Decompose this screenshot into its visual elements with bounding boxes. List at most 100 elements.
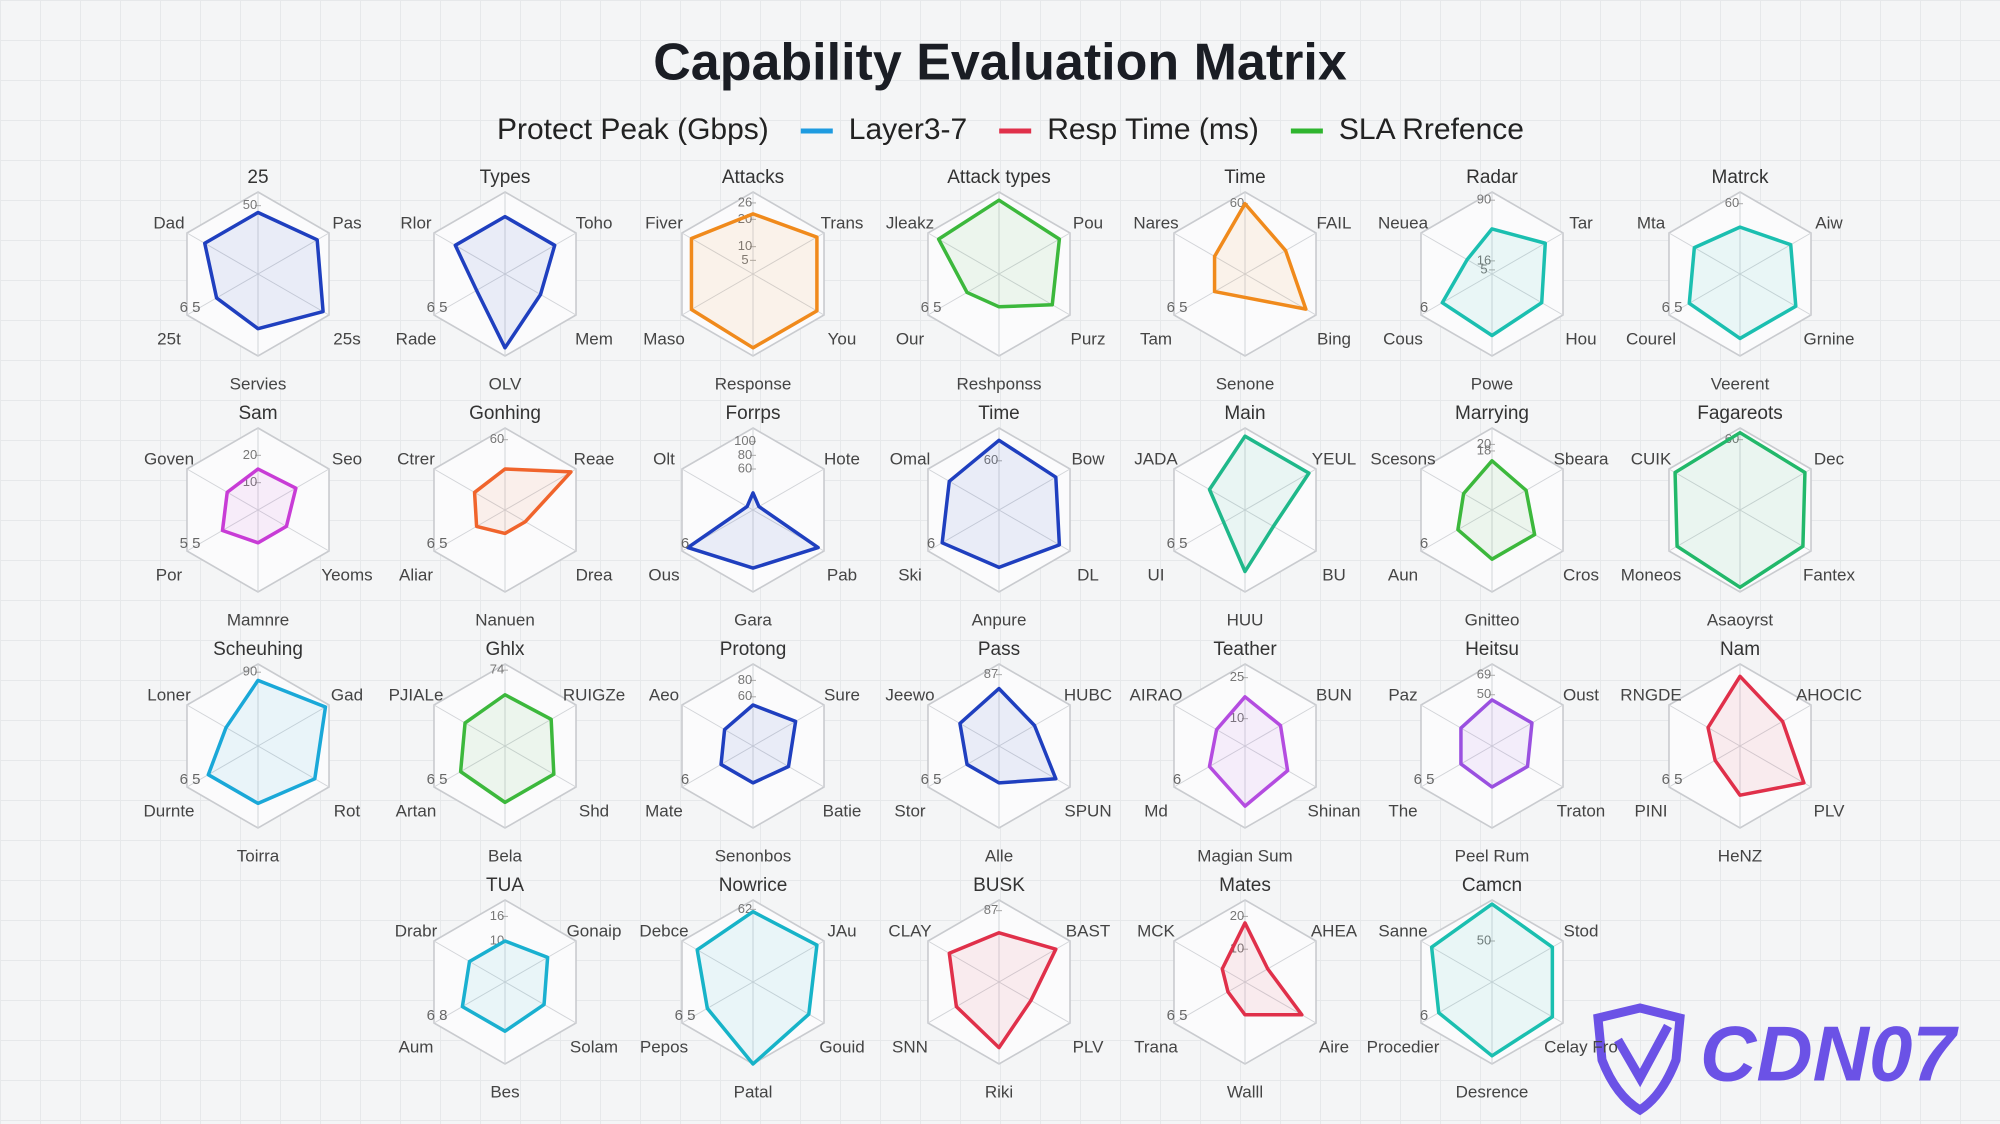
- spoke: [257, 745, 330, 788]
- axis-label: Tar: [1569, 213, 1593, 232]
- spoke: [1739, 273, 1812, 316]
- spoke: [927, 509, 1000, 552]
- axis-label: Pas: [332, 213, 361, 232]
- axis-label-vertical: Veerent: [1711, 374, 1770, 393]
- axis-label: Oust: [1563, 685, 1599, 704]
- spoke: [752, 940, 825, 983]
- legend-label: Protect Peak (Gbps): [497, 113, 769, 146]
- axis-label-vertical: Senonbos: [715, 846, 792, 865]
- scale-note: 6: [1420, 535, 1428, 552]
- axis-label: Mate: [645, 801, 683, 820]
- tick-label: 80: [738, 447, 752, 462]
- scale-note: 6 5: [1167, 1007, 1188, 1024]
- axis-label: Cros: [1563, 565, 1599, 584]
- radar-chart: 87 BUSK BAST PLV Riki SNN CLAY: [888, 875, 1110, 1101]
- radar-area: [947, 931, 1058, 1050]
- spoke: [1739, 745, 1812, 788]
- radar-area: [460, 939, 550, 1033]
- axis-label: Moneos: [1621, 565, 1681, 584]
- axis-label-vertical: Pass: [978, 639, 1020, 660]
- tick-label: 10: [738, 238, 752, 253]
- axis-label: RUIGZe: [563, 685, 625, 704]
- axis-label-vertical: Radar: [1466, 167, 1518, 188]
- radar-chart: 60 Time FAIL Bing Senone Tam Nares 6 5: [1133, 167, 1351, 393]
- spoke: [257, 273, 330, 316]
- radar-area: [1440, 227, 1548, 338]
- axis-label: Sure: [824, 685, 860, 704]
- axis-label: SPUN: [1064, 801, 1111, 820]
- axis-label: Toho: [576, 213, 613, 232]
- axis-label-vertical: Ghlx: [485, 639, 525, 660]
- radar-area: [689, 212, 819, 350]
- axis-label: Pepos: [640, 1037, 688, 1056]
- axis-label: Hou: [1565, 329, 1596, 348]
- spoke: [1173, 704, 1246, 747]
- scale-note: 5 5: [180, 535, 201, 552]
- spoke: [1173, 981, 1246, 1024]
- tick-label: 87: [984, 666, 998, 681]
- axis-label: Aliar: [399, 565, 433, 584]
- spoke: [433, 704, 506, 747]
- scale-note: 6 5: [1662, 771, 1683, 788]
- radar-area: [1456, 459, 1537, 561]
- axis-label: Dad: [153, 213, 184, 232]
- axis-label-vertical: Time: [978, 403, 1020, 424]
- spoke: [927, 273, 1000, 316]
- axis-label: JADA: [1134, 449, 1178, 468]
- tick-label: 80: [738, 672, 752, 687]
- tick-label: 16: [1477, 252, 1491, 267]
- axis-label-vertical: Walll: [1227, 1082, 1263, 1101]
- axis-label: Sbeara: [1554, 449, 1609, 468]
- scale-note: 6 5: [427, 771, 448, 788]
- scale-note: 6: [1420, 299, 1428, 316]
- axis-label: Bow: [1071, 449, 1105, 468]
- scale-note: 6 5: [427, 535, 448, 552]
- spoke: [1173, 273, 1246, 316]
- axis-label: Olt: [653, 449, 675, 468]
- tick-label: 60: [490, 431, 504, 446]
- axis-label: 25t: [157, 329, 181, 348]
- axis-label-vertical: Desrence: [1456, 1082, 1529, 1101]
- spoke: [681, 468, 754, 511]
- spoke: [1244, 232, 1317, 275]
- spoke: [1668, 273, 1741, 316]
- axis-label: Dec: [1814, 449, 1845, 468]
- axis-label-vertical: Gara: [734, 610, 772, 629]
- spoke: [186, 704, 259, 747]
- axis-label: Shd: [579, 801, 609, 820]
- spoke: [433, 509, 506, 552]
- spoke: [433, 981, 506, 1024]
- radar-chart: 62 Nowrice JAu Gouid Patal Pepos Debce 6 5: [639, 875, 864, 1101]
- radar-chart: 50 Camcn Stod Celay Fro Desrence Procedier San…: [1367, 875, 1618, 1101]
- tick-label: 20: [243, 447, 257, 462]
- radar-area: [1212, 201, 1308, 311]
- spoke: [927, 940, 1000, 983]
- axis-label-vertical: Alle: [985, 846, 1013, 865]
- scale-note: 6 5: [1167, 299, 1188, 316]
- radar-chart: 69 50 Heitsu Oust Traton Peel Rum The Paz 6 5: [1388, 639, 1605, 865]
- axis-label: Paz: [1388, 685, 1417, 704]
- radar-chart: 50 25 Pas 25s Servies 25t Dad 6 5: [153, 167, 361, 393]
- axis-label: Yeoms: [321, 565, 372, 584]
- spoke: [186, 745, 259, 788]
- spoke: [504, 745, 577, 788]
- axis-label: Ous: [648, 565, 679, 584]
- axis-label: Cous: [1383, 329, 1423, 348]
- axis-label: Gad: [331, 685, 363, 704]
- spoke: [1420, 273, 1493, 316]
- axis-label: Seo: [332, 449, 362, 468]
- axis-label-vertical: Peel Rum: [1455, 846, 1530, 865]
- axis-label: Pab: [827, 565, 857, 584]
- spoke: [1244, 745, 1317, 788]
- logo-shield: [1593, 1003, 1685, 1116]
- spoke: [1173, 232, 1246, 275]
- legend-label: Layer3-7: [849, 113, 967, 146]
- spoke: [257, 704, 330, 747]
- spoke: [1739, 468, 1812, 511]
- axis-label: Drabr: [395, 921, 438, 940]
- axis-label-vertical: Heitsu: [1465, 639, 1519, 660]
